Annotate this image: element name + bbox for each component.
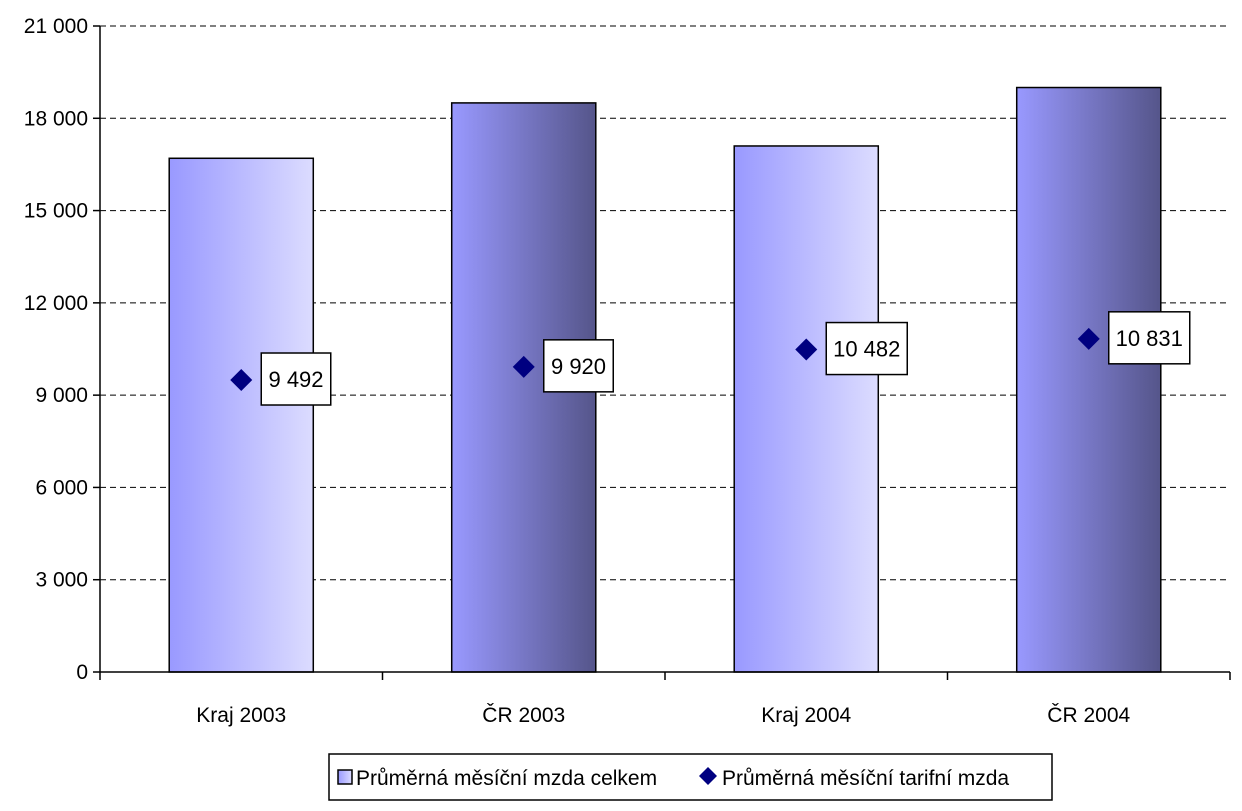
x-tick-label: Kraj 2004 (761, 704, 851, 727)
y-tick-label: 21 000 (24, 15, 88, 38)
y-tick-label: 18 000 (24, 107, 88, 130)
y-tick-label: 3 000 (35, 569, 88, 592)
data-label: 9 492 (268, 367, 323, 392)
data-label: 10 482 (833, 337, 900, 362)
legend-marker-label: Průměrná měsíční tarifní mzda (722, 767, 1009, 790)
x-tick-label: Kraj 2003 (196, 704, 286, 727)
data-label-box (825, 321, 908, 376)
data-label: 10 831 (1116, 326, 1183, 351)
marker-layer: 9 492 9 920 10 482 10 831 (230, 311, 1191, 406)
data-label-box (543, 339, 614, 393)
legend-bar-swatch (337, 769, 353, 785)
marker-point (230, 369, 253, 392)
bar (733, 145, 880, 673)
marker-point (512, 355, 535, 378)
y-tick-label: 12 000 (24, 292, 88, 315)
axes: 0 3 000 6 000 9 000 12 000 15 000 18 000 21 000… (24, 15, 1231, 727)
x-tick-label: ČR 2003 (482, 704, 565, 727)
data-label-box (260, 352, 332, 406)
legend-box (328, 753, 1053, 801)
data-label: 9 920 (551, 354, 606, 379)
bar (168, 157, 315, 673)
marker-point (1077, 327, 1100, 350)
legend-diamond-icon (699, 767, 717, 785)
y-tick-label: 15 000 (24, 200, 88, 223)
bar (1015, 86, 1162, 673)
legend-bar-label: Průměrná měsíční mzda celkem (356, 767, 657, 790)
y-tick-label: 6 000 (35, 476, 88, 499)
legend: Průměrná měsíční mzda celkem Průměrná mě… (328, 753, 1053, 801)
y-tick-label: 9 000 (35, 384, 88, 407)
x-tick-label: ČR 2004 (1047, 704, 1130, 727)
y-tick-label: 0 (76, 661, 88, 684)
data-label-box (1108, 311, 1191, 365)
marker-point (795, 338, 818, 361)
